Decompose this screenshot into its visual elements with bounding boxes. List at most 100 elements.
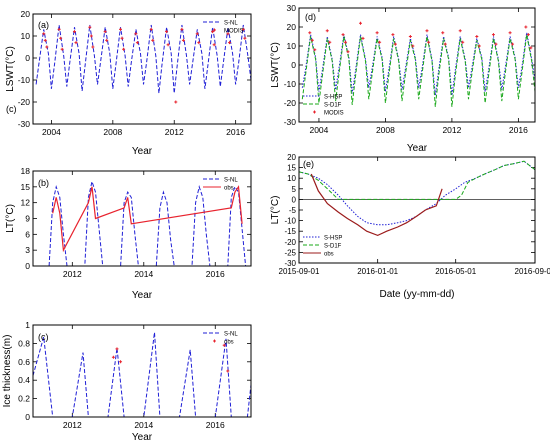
y-tick-label: -20 xyxy=(18,97,31,107)
x-tick-label: 2008 xyxy=(103,127,122,137)
legend-marker xyxy=(313,110,316,114)
legend-marker xyxy=(213,28,216,32)
data-point-modis xyxy=(408,35,412,38)
data-point-modis xyxy=(477,44,481,48)
data-point-modis xyxy=(180,27,184,31)
data-point-modis xyxy=(88,25,92,29)
x-tick-label: 2016-01-01 xyxy=(357,267,398,276)
data-point-modis xyxy=(328,40,332,44)
data-point-modis xyxy=(524,25,528,29)
x-tick-label: 2004 xyxy=(42,127,61,137)
legend-label: obs xyxy=(224,340,234,346)
series-line-s-nl xyxy=(35,24,251,94)
y-tick-label: -30 xyxy=(18,119,31,129)
legend-label: MODIS xyxy=(224,29,244,35)
y-tick-label: -30 xyxy=(284,259,296,268)
x-tick-label: 2016-05-01 xyxy=(435,267,476,276)
data-point-modis xyxy=(165,30,169,34)
y-tick-label: 12 xyxy=(21,198,31,208)
series-line-s-nl xyxy=(48,179,247,266)
series-line-s-d1f xyxy=(299,160,535,200)
y-tick-label: 20 xyxy=(287,22,297,32)
x-tick-label: 2016 xyxy=(509,125,528,135)
data-point-modis xyxy=(151,38,155,42)
y-tick-label: 0.6 xyxy=(18,357,30,367)
data-point-modis xyxy=(310,38,314,42)
data-point-modis xyxy=(174,100,178,104)
data-point-modis xyxy=(427,40,431,44)
y-tick-label: 10 xyxy=(21,31,31,41)
y-tick-label: 18 xyxy=(21,166,31,176)
plot-frame xyxy=(298,156,536,264)
data-point-modis xyxy=(103,30,107,34)
panel-d: -30 -20 -10 0 10 20 30 2004 2008 2012 2016 (d) Year L… xyxy=(270,3,536,154)
data-point-modis xyxy=(59,36,63,40)
series-line-obs xyxy=(52,185,243,253)
y-tick-label: 20 xyxy=(21,9,31,19)
y-tick-label: -10 xyxy=(284,217,296,226)
x-axis-title: Year xyxy=(132,146,153,157)
data-point-modis xyxy=(425,29,429,33)
x-axis-title: Date (yy-mm-dd) xyxy=(379,289,454,300)
panel-label-stray: (c) xyxy=(6,104,17,114)
y-tick-label: 0.4 xyxy=(18,375,30,385)
y-tick-label: 10 xyxy=(287,174,296,183)
y-tick-label: 15 xyxy=(21,182,31,192)
y-tick-label: 0 xyxy=(25,412,30,422)
x-axis-title: Year xyxy=(132,290,153,301)
legend-label: S-NL xyxy=(224,21,238,27)
data-point-modis xyxy=(226,32,230,36)
legend-label: S-D1F xyxy=(324,103,342,109)
x-tick-label: 2012 xyxy=(165,127,184,137)
panel-a: -30 -20 -10 0 10 20 2004 2008 2012 2016 (a) (c) Year… xyxy=(5,9,252,157)
legend-label: obs xyxy=(224,186,234,192)
data-point-modis xyxy=(195,32,199,36)
y-tick-label: 5 xyxy=(292,185,297,194)
data-point-modis xyxy=(508,31,512,35)
y-tick-label: 10 xyxy=(287,41,297,51)
data-point-modis xyxy=(74,41,78,45)
data-point-modis xyxy=(494,42,498,46)
data-point-modis xyxy=(135,41,139,45)
data-point-obs xyxy=(111,355,115,359)
data-point-modis xyxy=(325,29,329,33)
legend: S-HSP S-D1F MODIS xyxy=(303,95,344,117)
legend-label: obs xyxy=(324,252,334,258)
data-point-modis xyxy=(313,48,317,52)
y-axis-title: LSWT(°C) xyxy=(5,46,16,92)
data-point-modis xyxy=(375,31,379,35)
data-point-modis xyxy=(458,29,462,33)
y-tick-label: -10 xyxy=(18,75,31,85)
data-point-modis xyxy=(149,27,153,31)
y-axis-title: LSWT(°C) xyxy=(270,42,281,88)
y-tick-label: 30 xyxy=(287,3,297,13)
data-point-modis xyxy=(443,42,447,46)
x-tick-label: 2016 xyxy=(206,269,225,279)
y-tick-label: -20 xyxy=(284,238,296,247)
plot-frame xyxy=(298,7,536,123)
data-point-modis xyxy=(134,32,138,36)
legend-label: S-D1F xyxy=(324,244,342,250)
data-point-modis xyxy=(529,46,533,50)
series-line-s-d1f xyxy=(301,34,535,107)
data-point-modis xyxy=(358,21,362,25)
y-tick-label: 0 xyxy=(25,261,30,271)
data-point-modis xyxy=(197,41,201,45)
data-point-modis xyxy=(119,27,123,31)
data-point-modis xyxy=(181,38,185,42)
panel-label: (b) xyxy=(38,178,49,188)
legend-marker xyxy=(213,339,216,343)
data-point-modis xyxy=(45,45,49,49)
data-point-modis xyxy=(361,36,365,40)
x-tick-label: 2004 xyxy=(309,125,328,135)
series-group xyxy=(48,179,247,266)
series-group xyxy=(301,21,535,107)
plot-frame xyxy=(32,170,252,267)
y-axis-title: Ice thickness(m) xyxy=(2,335,13,408)
y-tick-label: 0.8 xyxy=(18,338,30,348)
data-point-modis xyxy=(341,33,345,37)
data-point-modis xyxy=(475,35,479,38)
panel-c: 0 0.2 0.4 0.6 0.8 1 2012 2014 2016 (c) Year Ice thi… xyxy=(2,320,252,443)
y-axis-title: LT(°C) xyxy=(270,196,281,225)
x-tick-label: 2008 xyxy=(376,125,395,135)
